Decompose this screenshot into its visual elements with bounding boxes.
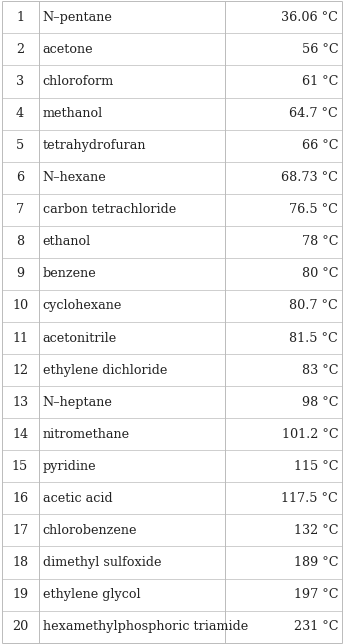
Text: 11: 11 [12,332,28,345]
Text: acetonitrile: acetonitrile [43,332,117,345]
Text: tetrahydrofuran: tetrahydrofuran [43,139,146,152]
Text: 76.5 °C: 76.5 °C [289,204,338,216]
Text: 13: 13 [12,395,28,409]
Text: dimethyl sulfoxide: dimethyl sulfoxide [43,556,161,569]
Text: N–pentane: N–pentane [43,11,112,24]
Text: 12: 12 [12,364,28,377]
Text: 19: 19 [12,588,28,601]
Text: 197 °C: 197 °C [294,588,338,601]
Text: 3: 3 [16,75,24,88]
Text: 17: 17 [12,524,28,537]
Text: 80.7 °C: 80.7 °C [289,299,338,312]
Text: 56 °C: 56 °C [302,43,338,56]
Text: 80 °C: 80 °C [302,267,338,280]
Text: 66 °C: 66 °C [302,139,338,152]
Text: ethylene glycol: ethylene glycol [43,588,140,601]
Text: 10: 10 [12,299,28,312]
Text: methanol: methanol [43,107,103,120]
Text: chloroform: chloroform [43,75,114,88]
Text: 101.2 °C: 101.2 °C [282,428,338,440]
Text: 61 °C: 61 °C [302,75,338,88]
Text: 117.5 °C: 117.5 °C [281,492,338,505]
Text: acetone: acetone [43,43,93,56]
Text: 231 °C: 231 °C [294,620,338,633]
Text: ethylene dichloride: ethylene dichloride [43,364,167,377]
Text: pyridine: pyridine [43,460,96,473]
Text: 6: 6 [16,171,24,184]
Text: hexamethylphosphoric triamide: hexamethylphosphoric triamide [43,620,248,633]
Text: 81.5 °C: 81.5 °C [289,332,338,345]
Text: 15: 15 [12,460,28,473]
Text: 78 °C: 78 °C [302,235,338,249]
Text: carbon tetrachloride: carbon tetrachloride [43,204,176,216]
Text: 20: 20 [12,620,28,633]
Text: 83 °C: 83 °C [302,364,338,377]
Text: 9: 9 [16,267,24,280]
Text: 4: 4 [16,107,24,120]
Text: 8: 8 [16,235,24,249]
Text: N–heptane: N–heptane [43,395,112,409]
Text: 2: 2 [16,43,24,56]
Text: 64.7 °C: 64.7 °C [289,107,338,120]
Text: 189 °C: 189 °C [294,556,338,569]
Text: cyclohexane: cyclohexane [43,299,122,312]
Text: 68.73 °C: 68.73 °C [281,171,338,184]
Text: nitromethane: nitromethane [43,428,130,440]
Text: N–hexane: N–hexane [43,171,106,184]
Text: chlorobenzene: chlorobenzene [43,524,137,537]
Text: 115 °C: 115 °C [294,460,338,473]
Text: 16: 16 [12,492,28,505]
Text: 36.06 °C: 36.06 °C [281,11,338,24]
Text: ethanol: ethanol [43,235,91,249]
Text: 132 °C: 132 °C [294,524,338,537]
Text: acetic acid: acetic acid [43,492,112,505]
Text: 7: 7 [16,204,24,216]
Text: benzene: benzene [43,267,96,280]
Text: 14: 14 [12,428,28,440]
Text: 18: 18 [12,556,28,569]
Text: 98 °C: 98 °C [302,395,338,409]
Text: 1: 1 [16,11,24,24]
Text: 5: 5 [16,139,24,152]
